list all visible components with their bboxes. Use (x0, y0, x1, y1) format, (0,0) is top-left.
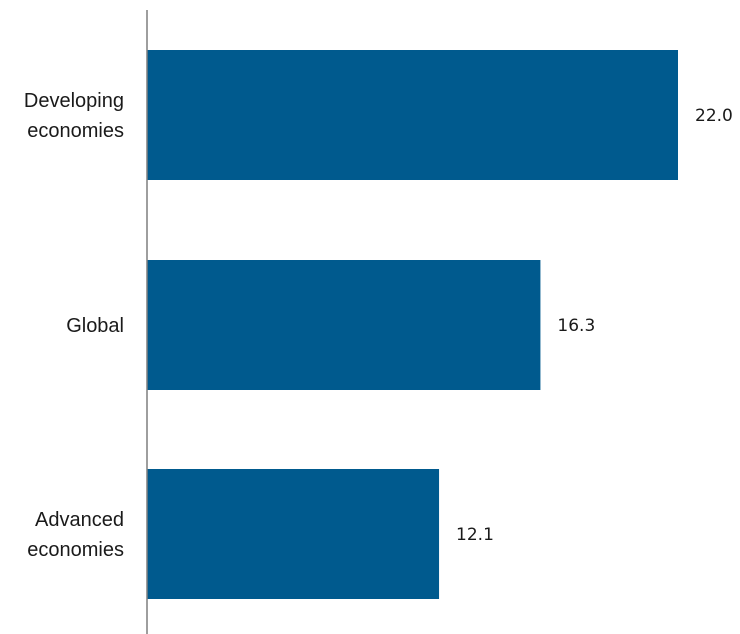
bar (147, 469, 440, 599)
data-label: 12.1 (456, 525, 494, 545)
category-label: Advanced economies (27, 509, 124, 561)
category-label-line: Global (66, 315, 124, 337)
category-label: Developing economies (24, 90, 124, 142)
category-label-line: economies (27, 120, 124, 142)
category-label-line: Advanced (35, 509, 124, 531)
category-label: Global (66, 315, 124, 337)
category-label-line: Developing (24, 90, 124, 112)
bar (147, 50, 678, 180)
category-label-line: economies (27, 539, 124, 561)
data-label: 16.3 (557, 316, 595, 336)
data-label: 22.0 (695, 106, 733, 126)
bar (147, 260, 541, 390)
